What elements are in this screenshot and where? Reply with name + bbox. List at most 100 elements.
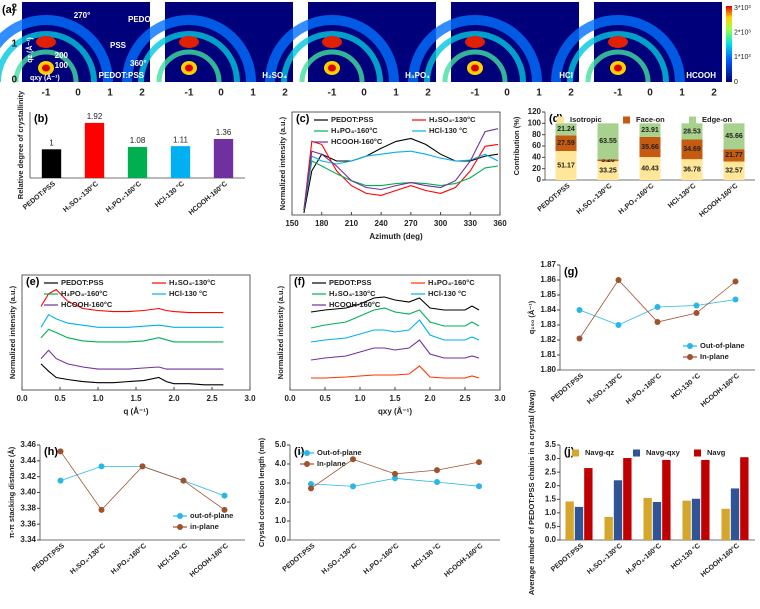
- series-line: [40, 328, 224, 343]
- x-tick-label: 2.0: [168, 394, 180, 403]
- bar-segment: [681, 123, 703, 140]
- y-tick-label: 3.44: [20, 456, 36, 465]
- scattering-ring: [0, 31, 97, 83]
- x-tick-label: 1: [679, 88, 685, 99]
- y-tick-label: 0.0: [545, 535, 557, 544]
- x-tick-label: HCl-130 °C: [669, 542, 702, 571]
- series-line: [40, 363, 224, 386]
- scattering-ring: [138, 31, 240, 83]
- y-tick-label: 3.0: [275, 478, 287, 487]
- data-point: [350, 483, 356, 490]
- bar: [584, 468, 593, 540]
- legend-label: H₃PO₄-160°C: [428, 278, 475, 287]
- data-point: [615, 322, 622, 328]
- bar-segment: [639, 157, 661, 180]
- x-tick-label: H₂SO₄-130°C: [586, 542, 624, 576]
- series-line: [303, 160, 499, 211]
- x-tick-label: 1.0: [92, 394, 104, 403]
- bar: [701, 459, 710, 540]
- y-tick-label: 2: [11, 3, 17, 14]
- plot-frame: [291, 111, 501, 216]
- y-tick-label: 1.85: [540, 290, 556, 299]
- legend-swatch: [177, 513, 183, 519]
- scattering-ring: [551, 15, 685, 83]
- x-tick-label: 180: [315, 219, 329, 228]
- scattering-ring: [156, 49, 222, 83]
- panel-label: (g): [564, 266, 578, 278]
- y-tick-label: 1.81: [540, 350, 556, 359]
- value-label: 34.69: [683, 146, 701, 153]
- legend-label: out-of-plane: [190, 511, 233, 520]
- axis-label: qxy (Å⁻¹): [30, 73, 60, 82]
- x-tick-label: 1: [536, 88, 542, 99]
- bar: [604, 516, 613, 540]
- y-tick-label: 1.0: [545, 508, 557, 517]
- legend-swatch: [689, 116, 696, 124]
- legend-label: H₂SO₄-130°C: [169, 278, 216, 287]
- axis-label: qz (Å⁻¹): [25, 37, 34, 62]
- x-tick-label: 1: [393, 88, 399, 99]
- bar: [623, 458, 632, 540]
- scattering-ring: [281, 31, 383, 83]
- series-line: [40, 288, 224, 314]
- y-axis-label: Average number of PEDOT:PSS chains in a …: [527, 389, 536, 595]
- y-tick-label: 100: [528, 118, 542, 127]
- y-tick-label: 60: [532, 141, 541, 150]
- series-line: [60, 466, 225, 497]
- x-tick-label: -1: [185, 88, 194, 99]
- bar-segment: [681, 159, 703, 180]
- data-point: [654, 319, 661, 325]
- bar-segment: [597, 159, 619, 162]
- image-name: HCOOH: [686, 71, 716, 80]
- x-tick-label: 2: [139, 88, 145, 99]
- data-point: [576, 335, 583, 342]
- data-point: [57, 448, 64, 455]
- y-tick-label: 5.0: [275, 440, 287, 449]
- y-tick-label: 1.86: [540, 275, 556, 284]
- scattering-ring: [13, 49, 79, 83]
- legend-label: Navg: [707, 448, 726, 457]
- annotation: 200: [55, 51, 69, 60]
- data-point: [434, 479, 440, 486]
- legend-label: Face-on: [636, 115, 665, 124]
- legend-swatch: [623, 116, 630, 124]
- x-tick-label: 330: [464, 219, 478, 228]
- bar: [41, 149, 62, 178]
- x-tick-label: 210: [345, 219, 359, 228]
- legend-label: Navg-qxy: [646, 448, 681, 457]
- colorbar-label: 1*10³: [734, 54, 751, 61]
- scattering-spot: [471, 64, 479, 72]
- annotation: 360°: [130, 59, 147, 68]
- x-tick-label: 1.0: [354, 394, 366, 403]
- y-axis-label: π-π stacking distance (Å): [7, 446, 16, 538]
- y-tick-label: 1.84: [540, 305, 556, 314]
- legend-label: HCl-130 °C: [429, 126, 468, 135]
- colorbar-label: 2*10³: [734, 30, 751, 37]
- value-label: 33.25: [599, 167, 617, 174]
- value-label: 35.66: [641, 144, 659, 151]
- scattering-ring: [0, 15, 113, 83]
- value-label: 51.17: [557, 162, 575, 169]
- y-tick-label: 2.0: [275, 497, 287, 506]
- legend-swatch: [633, 449, 640, 457]
- colorbar: [726, 6, 732, 82]
- scattering-ring: [567, 31, 669, 83]
- y-axis-label: Normalized intensity (a.u.): [278, 116, 287, 210]
- data-point: [308, 480, 314, 487]
- scattering-spot: [614, 64, 622, 72]
- legend-label: In-plane: [317, 459, 346, 468]
- value-label: 63.55: [599, 138, 617, 145]
- value-label: 21.24: [557, 126, 575, 133]
- x-tick-label: H₂SO₄-130°C: [320, 542, 358, 576]
- x-tick-label: 3.0: [244, 394, 256, 403]
- x-tick-label: H₂SO₄-130°C: [586, 372, 624, 406]
- legend-label: PEDOT:PSS: [331, 115, 374, 124]
- x-tick-label: HCOOH-160°C: [188, 542, 230, 579]
- data-point: [732, 278, 739, 285]
- data-point: [98, 463, 105, 470]
- value-label: 32.57: [725, 168, 743, 175]
- scattering-ring: [585, 49, 651, 83]
- legend-label: PEDOT:PSS: [61, 278, 104, 287]
- image-name: H₃PO₄: [405, 71, 430, 80]
- x-tick-label: HCOOH-160°C: [443, 542, 485, 579]
